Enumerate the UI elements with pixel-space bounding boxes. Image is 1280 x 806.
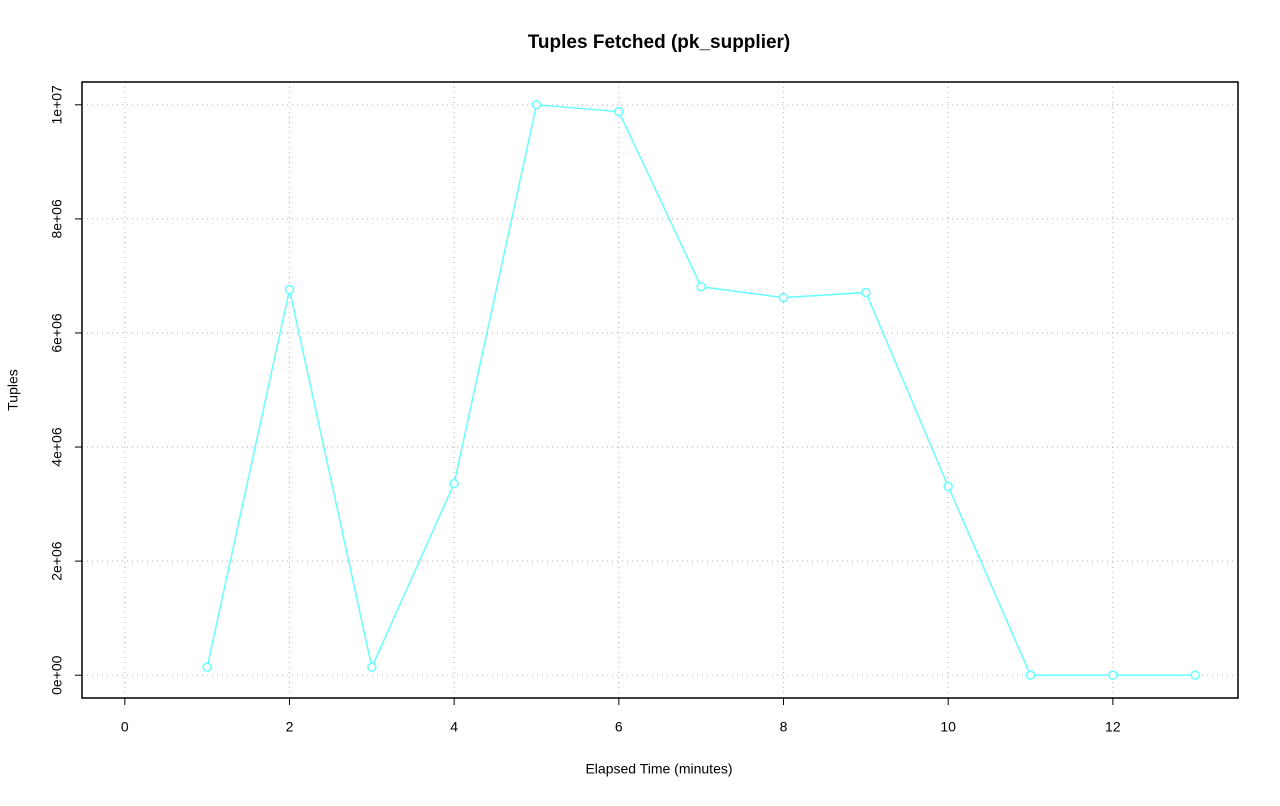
data-point	[778, 292, 789, 303]
data-point	[1108, 670, 1118, 680]
y-axis-label: Tuples	[5, 369, 21, 411]
data-point	[1025, 670, 1036, 680]
y-tick-label: 0e+00	[49, 655, 65, 695]
y-tick-label: 4e+06	[49, 427, 65, 467]
x-tick-label: 2	[286, 719, 294, 735]
y-tick-label: 1e+07	[49, 85, 65, 125]
x-tick-label: 12	[1105, 719, 1121, 735]
x-tick-label: 6	[615, 719, 623, 735]
y-tick-label: 2e+06	[49, 541, 65, 581]
data-point	[696, 282, 706, 292]
data-point	[943, 481, 953, 492]
x-tick-label: 0	[121, 719, 129, 735]
data-point	[614, 106, 624, 117]
data-point	[1190, 670, 1200, 680]
data-point	[449, 478, 459, 489]
x-tick-label: 4	[450, 719, 458, 735]
data-point	[284, 284, 295, 295]
data-point	[531, 100, 542, 110]
data-point	[367, 662, 377, 672]
plot-frame	[81, 81, 1239, 699]
data-point	[861, 287, 871, 298]
data-point	[202, 662, 212, 672]
x-tick-label: 8	[780, 719, 788, 735]
chart-title: Tuples Fetched (pk_supplier)	[528, 32, 791, 53]
data-line	[206, 104, 1196, 676]
y-tick-label: 8e+06	[49, 199, 65, 239]
x-axis-label: Elapsed Time (minutes)	[585, 761, 732, 777]
y-tick-label: 6e+06	[49, 313, 65, 353]
x-tick-label: 10	[940, 719, 956, 735]
